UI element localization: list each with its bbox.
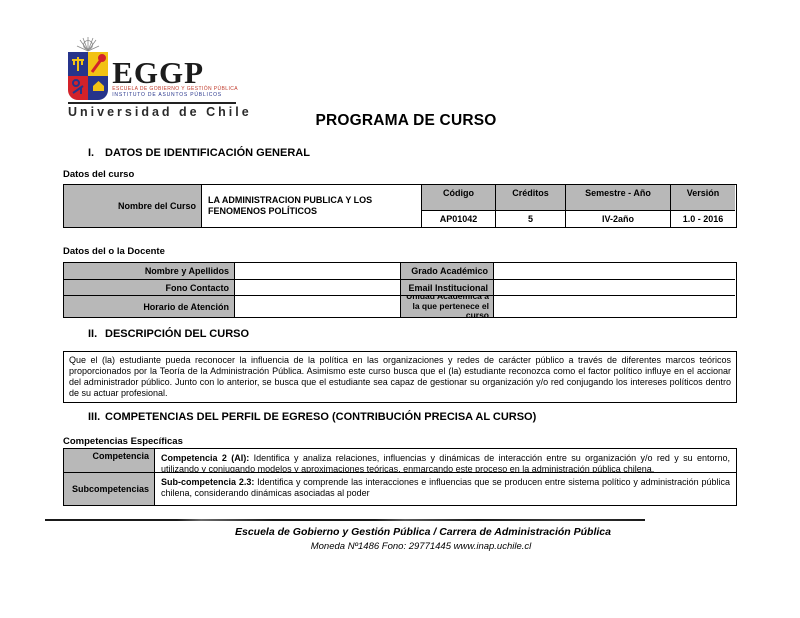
docente-label: Email Institucional (400, 279, 493, 295)
section-1-title: DATOS DE IDENTIFICACIÓN GENERAL (105, 147, 310, 159)
eggp-logo: EGGP ESCUELA DE GOBIERNO Y GESTIÓN PÚBLI… (68, 36, 252, 119)
docente-label: Horario de Atención (64, 295, 234, 317)
course-col-header: Semestre - Año (565, 185, 670, 211)
course-data-table: Nombre del Curso LA ADMINISTRACION PUBLI… (63, 184, 737, 228)
competencias-table: Competencia Competencia 2 (AI): Identifi… (63, 448, 737, 506)
footer-contact-info: Moneda Nº1486 Fono: 29771445 www.inap.uc… (310, 541, 532, 552)
section-3-title: COMPETENCIAS DEL PERFIL DE EGRESO (CONTR… (105, 411, 537, 423)
eggp-institute-name: INSTITUTO DE ASUNTOS PÚBLICOS (112, 92, 222, 98)
section-2-title: DESCRIPCIÓN DEL CURSO (105, 328, 250, 340)
docente-label: Nombre y Apellidos (64, 263, 234, 279)
docente-label: Unidad Académica a la que pertenece el c… (400, 295, 493, 317)
section-2-heading: II. DESCRIPCIÓN DEL CURSO (88, 328, 249, 340)
eggp-school-name: ESCUELA DE GOBIERNO Y GESTIÓN PÚBLICA (112, 86, 238, 92)
course-credits-value: 5 (495, 211, 565, 227)
course-semester-value: IV-2año (565, 211, 670, 227)
course-code-value: AP01042 (421, 211, 495, 227)
footer-school-name: Escuela de Gobierno y Gestión Pública / … (235, 526, 611, 538)
subcompetencia-label: Subcompetencias (64, 472, 154, 505)
course-description-box: Que el (la) estudiante pueda reconocer l… (63, 351, 737, 403)
section-1-heading: I. DATOS DE IDENTIFICACIÓN GENERAL (88, 147, 310, 159)
course-col-header: Código (421, 185, 495, 211)
section-3-heading: III. COMPETENCIAS DEL PERFIL DE EGRESO (… (88, 411, 536, 423)
docente-label: Fono Contacto (64, 279, 234, 295)
course-name-label: Nombre del Curso (64, 185, 201, 227)
course-table-subtitle: Datos del curso (63, 169, 135, 180)
docente-value-field (234, 279, 400, 295)
section-3-number: III. (88, 411, 101, 423)
section-2-number: II. (88, 328, 98, 340)
course-version-value: 1.0 - 2016 (670, 211, 735, 227)
docente-value-field (493, 295, 735, 317)
course-col-header: Versión (670, 185, 735, 211)
section-1-number: I. (88, 147, 95, 159)
eggp-acronym: EGGP (112, 55, 205, 90)
page-title: PROGRAMA DE CURSO (315, 112, 497, 129)
docente-value-field (493, 263, 735, 279)
competencia-label: Competencia (64, 449, 154, 472)
docente-value-field (234, 263, 400, 279)
course-col-header: Créditos (495, 185, 565, 211)
subcompetencia-text: Sub-competencia 2.3: Identifica y compre… (154, 472, 736, 505)
footer-divider (45, 519, 645, 521)
docente-value-field (234, 295, 400, 317)
competencia-text: Competencia 2 (AI): Identifica y analiza… (154, 449, 736, 472)
condor-crest-icon (76, 37, 100, 52)
university-name: Universidad de Chile (68, 105, 252, 119)
docente-table-subtitle: Datos del o la Docente (63, 246, 165, 257)
logo-divider (68, 102, 236, 104)
docente-value-field (493, 279, 735, 295)
docente-data-table: Nombre y Apellidos Grado Académico Fono … (63, 262, 737, 318)
competencias-subtitle: Competencias Específicas (63, 436, 183, 447)
university-shield-icon (68, 52, 109, 100)
course-name-value: LA ADMINISTRACION PUBLICA Y LOS FENOMENO… (201, 185, 421, 227)
docente-label: Grado Académico (400, 263, 493, 279)
